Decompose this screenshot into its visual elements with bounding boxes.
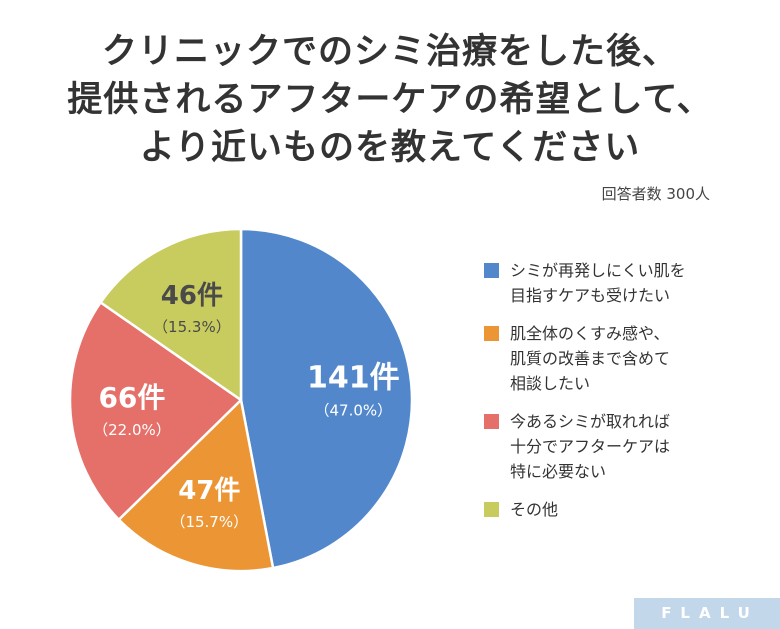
slice-count-label: 46件 — [161, 281, 223, 311]
legend-swatch — [484, 502, 499, 517]
slice-count-label: 47件 — [178, 476, 240, 506]
slice-percent-label: （15.3%） — [153, 318, 231, 336]
respondent-count: 回答者数 300人 — [601, 185, 710, 203]
legend-item: その他 — [484, 497, 744, 522]
legend-label: 肌質の改善まで含めて — [510, 349, 671, 368]
legend-item: 肌全体のくすみ感や、 肌質の改善まで含めて 相談したい — [484, 321, 744, 396]
legend-label: 肌全体のくすみ感や、 — [510, 324, 670, 343]
legend: シミが再発しにくい肌を 目指すケアも受けたい 肌全体のくすみ感や、 肌質の改善まで含め… — [484, 258, 744, 522]
title-line: クリニックでのシミ治療をした後、 — [101, 32, 678, 72]
legend-swatch — [484, 326, 499, 341]
legend-label: シミが再発しにくい肌を — [510, 261, 686, 280]
pie-slice — [68, 301, 243, 521]
title-line: 提供されるアフターケアの希望として、 — [67, 80, 713, 120]
slice-count-label: 141件 — [307, 360, 400, 395]
legend-item: シミが再発しにくい肌を 目指すケアも受けたい — [484, 258, 744, 308]
legend-swatch — [484, 263, 499, 278]
legend-swatch — [484, 414, 499, 429]
slice-percent-label: （47.0%） — [315, 401, 393, 419]
legend-item: 今あるシミが取れれば 十分でアフターケアは 特に必要ない — [484, 409, 744, 484]
chart-title: クリニックでのシミ治療をした後、 提供されるアフターケアの希望として、 より近い… — [0, 28, 780, 172]
title-line: より近いものを教えてください — [139, 128, 641, 168]
legend-label: その他 — [510, 500, 559, 519]
slice-percent-label: （22.0%） — [93, 421, 171, 439]
slice-count-label: 66件 — [98, 381, 165, 414]
legend-label: 今あるシミが取れれば — [510, 412, 671, 431]
legend-label: 特に必要ない — [510, 462, 607, 481]
pie-slice — [239, 227, 414, 570]
legend-label: 目指すケアも受けたい — [510, 286, 671, 305]
slice-percent-label: （15.7%） — [170, 513, 248, 531]
pie-slice — [99, 227, 243, 402]
legend-label: 相談したい — [510, 374, 591, 393]
pie-slice — [117, 398, 275, 573]
brand-logo: FLALU — [634, 598, 780, 629]
legend-label: 十分でアフターケアは — [510, 437, 671, 456]
